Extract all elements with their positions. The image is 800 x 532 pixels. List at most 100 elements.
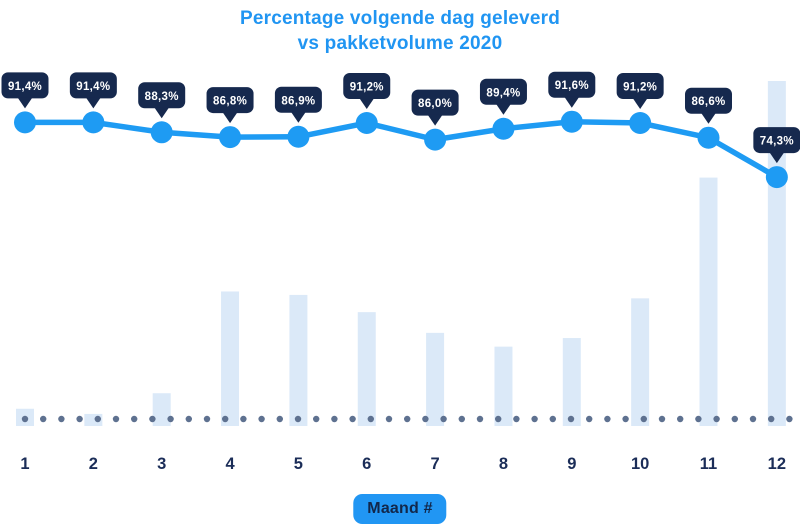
line-point-marker <box>560 110 583 133</box>
baseline-dot <box>294 415 302 423</box>
baseline-dot <box>713 415 720 423</box>
baseline-dot <box>695 415 702 423</box>
baseline-dot <box>258 415 265 423</box>
line-point-marker <box>424 128 447 151</box>
x-axis-label: 12 <box>768 455 786 473</box>
data-label-text: 86,8% <box>213 96 247 108</box>
data-label-badge: 88,3% <box>138 82 186 119</box>
baseline-dot <box>331 415 338 423</box>
data-label-text: 91,2% <box>350 82 384 94</box>
baseline-dot <box>567 415 575 423</box>
volume-bar <box>357 312 376 426</box>
line-point-marker <box>492 117 515 140</box>
line-point-marker <box>82 111 105 134</box>
data-label-text: 86,9% <box>281 95 315 107</box>
baseline-dot <box>112 415 120 423</box>
baseline-dot <box>513 415 520 423</box>
badge-tail <box>17 97 33 109</box>
baseline-dot <box>367 415 374 423</box>
x-axis-label: 11 <box>700 455 717 473</box>
data-label-text: 89,4% <box>486 87 520 99</box>
volume-bar <box>631 298 650 426</box>
baseline-dot <box>458 415 465 423</box>
line-point-marker <box>287 125 310 148</box>
baseline-dot <box>94 415 102 423</box>
baseline-dot <box>21 415 29 423</box>
badge-tail <box>769 152 785 164</box>
baseline-dot <box>404 415 411 423</box>
chart-title: Percentage volgende dag geleverd vs pakk… <box>0 6 800 56</box>
x-axis-title-badge: Maand # <box>353 494 447 524</box>
baseline-dot <box>131 415 138 423</box>
data-label-badge: 86,9% <box>274 86 322 123</box>
data-label-badge: 91,2% <box>343 73 391 109</box>
line-point-marker <box>355 112 378 134</box>
baseline-dot <box>786 415 793 423</box>
baseline-dot <box>749 415 757 423</box>
volume-bar <box>152 393 171 426</box>
volume-bar <box>289 294 308 426</box>
percentage-line <box>22 118 780 180</box>
line-point-marker <box>765 166 788 189</box>
x-axis-label: 9 <box>567 455 576 473</box>
baseline-dot <box>622 415 629 423</box>
data-label-badge: 86,0% <box>411 89 459 126</box>
x-axis-label: 10 <box>631 455 649 473</box>
data-label-text: 91,2% <box>623 82 657 94</box>
baseline-dot <box>586 415 593 423</box>
badge-tail <box>290 111 306 123</box>
data-label-badge: 86,8% <box>206 87 254 124</box>
data-label-text: 86,0% <box>418 98 452 110</box>
volume-bar <box>699 177 718 426</box>
baseline-dot <box>240 415 247 423</box>
badge-tail <box>632 98 648 109</box>
volume-bar <box>221 291 240 426</box>
line-point-marker <box>697 126 720 149</box>
x-axis-label: 2 <box>89 455 98 473</box>
data-label-text: 91,4% <box>8 81 42 93</box>
baseline-dot <box>731 415 738 423</box>
data-label-text: 91,4% <box>76 81 110 93</box>
data-label-text: 86,6% <box>691 96 725 108</box>
line-point-marker <box>219 126 242 149</box>
data-label-badge: 91,4% <box>69 72 117 109</box>
x-axis-label: 8 <box>499 455 508 473</box>
baseline-dot <box>476 415 484 423</box>
data-label-badge: 91,4% <box>1 72 49 109</box>
baseline-dot <box>531 415 538 423</box>
baseline-dot <box>58 415 65 423</box>
badge-tail <box>154 107 170 119</box>
baseline-dot <box>40 415 47 423</box>
x-axis-label: 5 <box>294 455 303 473</box>
data-label-text: 91,6% <box>555 80 589 92</box>
badge-tail <box>701 112 716 124</box>
x-axis-label: 1 <box>20 455 29 473</box>
badge-tail <box>495 103 511 115</box>
volume-bar <box>562 338 581 426</box>
baseline-dot <box>549 415 556 423</box>
baseline-dot <box>167 415 174 423</box>
data-label-badge: 91,6% <box>548 71 596 108</box>
x-axis-label: 4 <box>225 455 235 473</box>
x-axis-label: 6 <box>362 455 371 473</box>
line-point-marker <box>629 112 652 134</box>
baseline-dot <box>185 415 192 423</box>
baseline-dot <box>349 415 356 423</box>
baseline-dot <box>276 415 283 423</box>
chart-title-line1: Percentage volgende dag geleverd <box>239 8 560 29</box>
data-label-badge: 91,2% <box>616 73 664 109</box>
baseline-dot <box>149 415 156 423</box>
line-point-marker <box>150 121 173 144</box>
baseline-dot <box>76 415 83 423</box>
volume-bar <box>494 346 513 426</box>
data-label-text: 88,3% <box>145 91 179 103</box>
x-axis-title-label: Maand # <box>367 500 433 517</box>
baseline-dot <box>440 415 447 423</box>
data-label-text: 74,3% <box>760 136 794 148</box>
baseline-dot <box>222 415 229 423</box>
badge-tail <box>222 112 238 124</box>
badge-tail <box>85 97 101 109</box>
baseline-dot <box>313 415 320 423</box>
